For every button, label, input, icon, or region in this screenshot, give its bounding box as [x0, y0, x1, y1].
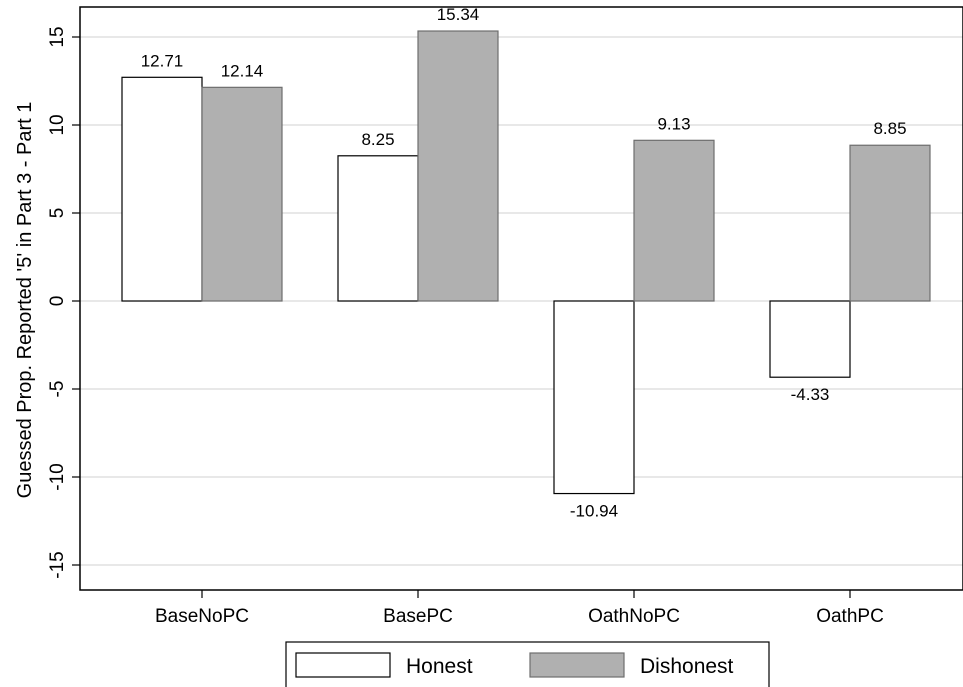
- y-tick-label: 5: [47, 208, 68, 219]
- data-label: 15.34: [437, 5, 480, 24]
- data-label: 9.13: [657, 114, 690, 133]
- bar-honest-basenopc: [121, 76, 203, 302]
- data-labels: 12.71 12.14 8.25 15.34 -10.94 9.13 -4.33 8.85: [141, 5, 907, 521]
- x-tick-label: OathNoPC: [588, 606, 680, 627]
- bars: [121, 30, 931, 495]
- legend-label-dishonest: Dishonest: [640, 655, 734, 678]
- bar-dishonest-oathpc: [849, 144, 931, 302]
- y-tick-label: -5: [47, 381, 68, 398]
- bar-dishonest-oathnopc: [633, 139, 715, 302]
- legend-swatch-honest: [295, 652, 391, 678]
- y-axis-title: Guessed Prop. Reported '5' in Part 3 - P…: [14, 102, 36, 499]
- y-tick-label: -15: [47, 551, 68, 578]
- plot-frame: [79, 6, 963, 591]
- y-tick-label: -10: [47, 463, 68, 490]
- y-tick-label: 10: [47, 114, 68, 135]
- bar-honest-oathpc: [769, 300, 851, 378]
- bar-honest-basepc: [337, 155, 419, 302]
- legend-label-honest: Honest: [406, 655, 473, 678]
- x-tick-label: OathPC: [816, 606, 884, 627]
- bar-dishonest-basenopc: [201, 86, 283, 302]
- data-label: 12.14: [221, 61, 264, 80]
- x-tick-label: BaseNoPC: [155, 606, 249, 627]
- data-label: 12.71: [141, 51, 184, 70]
- y-tick-label: 15: [47, 26, 68, 47]
- x-tick-label: BasePC: [383, 606, 453, 627]
- y-tick-label: 0: [47, 296, 68, 307]
- bar-dishonest-basepc: [417, 30, 499, 302]
- data-label: -10.94: [570, 502, 618, 521]
- data-label: 8.25: [361, 130, 394, 149]
- y-axis: 15 10 5 0 -5 -10 -15: [47, 26, 80, 579]
- x-axis: BaseNoPC BasePC OathNoPC OathPC: [155, 590, 884, 627]
- legend-swatch-dishonest: [529, 652, 625, 678]
- bar-honest-oathnopc: [553, 300, 635, 495]
- data-label: -4.33: [791, 385, 830, 404]
- legend: Honest Dishonest: [285, 641, 770, 687]
- data-label: 8.85: [873, 119, 906, 138]
